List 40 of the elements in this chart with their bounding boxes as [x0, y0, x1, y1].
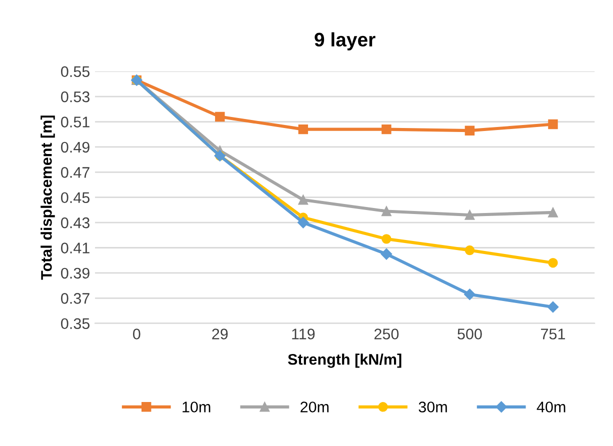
- y-tick-label: 0.55: [61, 66, 90, 78]
- y-tick-label: 0.43: [61, 217, 90, 228]
- chart-title: 9 layer: [314, 32, 376, 50]
- point: [298, 195, 308, 205]
- point: [382, 234, 392, 244]
- point: [548, 208, 558, 218]
- x-axis-title: Strength [kN/m]: [288, 354, 402, 368]
- y-tick-label: 0.49: [61, 142, 90, 153]
- point: [382, 206, 392, 216]
- x-tick-label: 751: [541, 328, 565, 340]
- x-tick-label: 29: [212, 328, 228, 340]
- point: [215, 112, 225, 122]
- point: [464, 288, 476, 300]
- point: [464, 210, 475, 220]
- point: [464, 245, 475, 256]
- y-tick-label: 0.37: [61, 293, 90, 304]
- legend-label: 20m: [300, 402, 329, 412]
- point: [547, 301, 559, 313]
- y-tick-label: 0.35: [61, 318, 90, 330]
- x-tick-label: 500: [458, 328, 482, 340]
- y-tick-label: 0.47: [61, 167, 90, 178]
- y-tick-label: 0.53: [61, 91, 90, 102]
- y-tick-label: 0.51: [61, 116, 90, 128]
- legend-label: 30m: [418, 402, 447, 412]
- point: [464, 126, 475, 136]
- y-axis-title: Total displacement [m]: [40, 116, 55, 280]
- point: [548, 119, 558, 130]
- point: [298, 124, 308, 134]
- y-tick-label: 0.39: [61, 268, 90, 279]
- y-tick-label: 0.41: [61, 242, 90, 254]
- point: [548, 258, 558, 268]
- x-tick-label: 119: [292, 328, 315, 340]
- point: [380, 248, 392, 260]
- x-tick-label: 250: [374, 328, 399, 340]
- y-tick-label: 0.45: [61, 192, 90, 204]
- x-tick-label: 0: [132, 328, 140, 340]
- legend-label: 10m: [182, 402, 210, 412]
- legend-label: 40m: [536, 402, 566, 412]
- point: [298, 216, 309, 228]
- point: [382, 124, 392, 134]
